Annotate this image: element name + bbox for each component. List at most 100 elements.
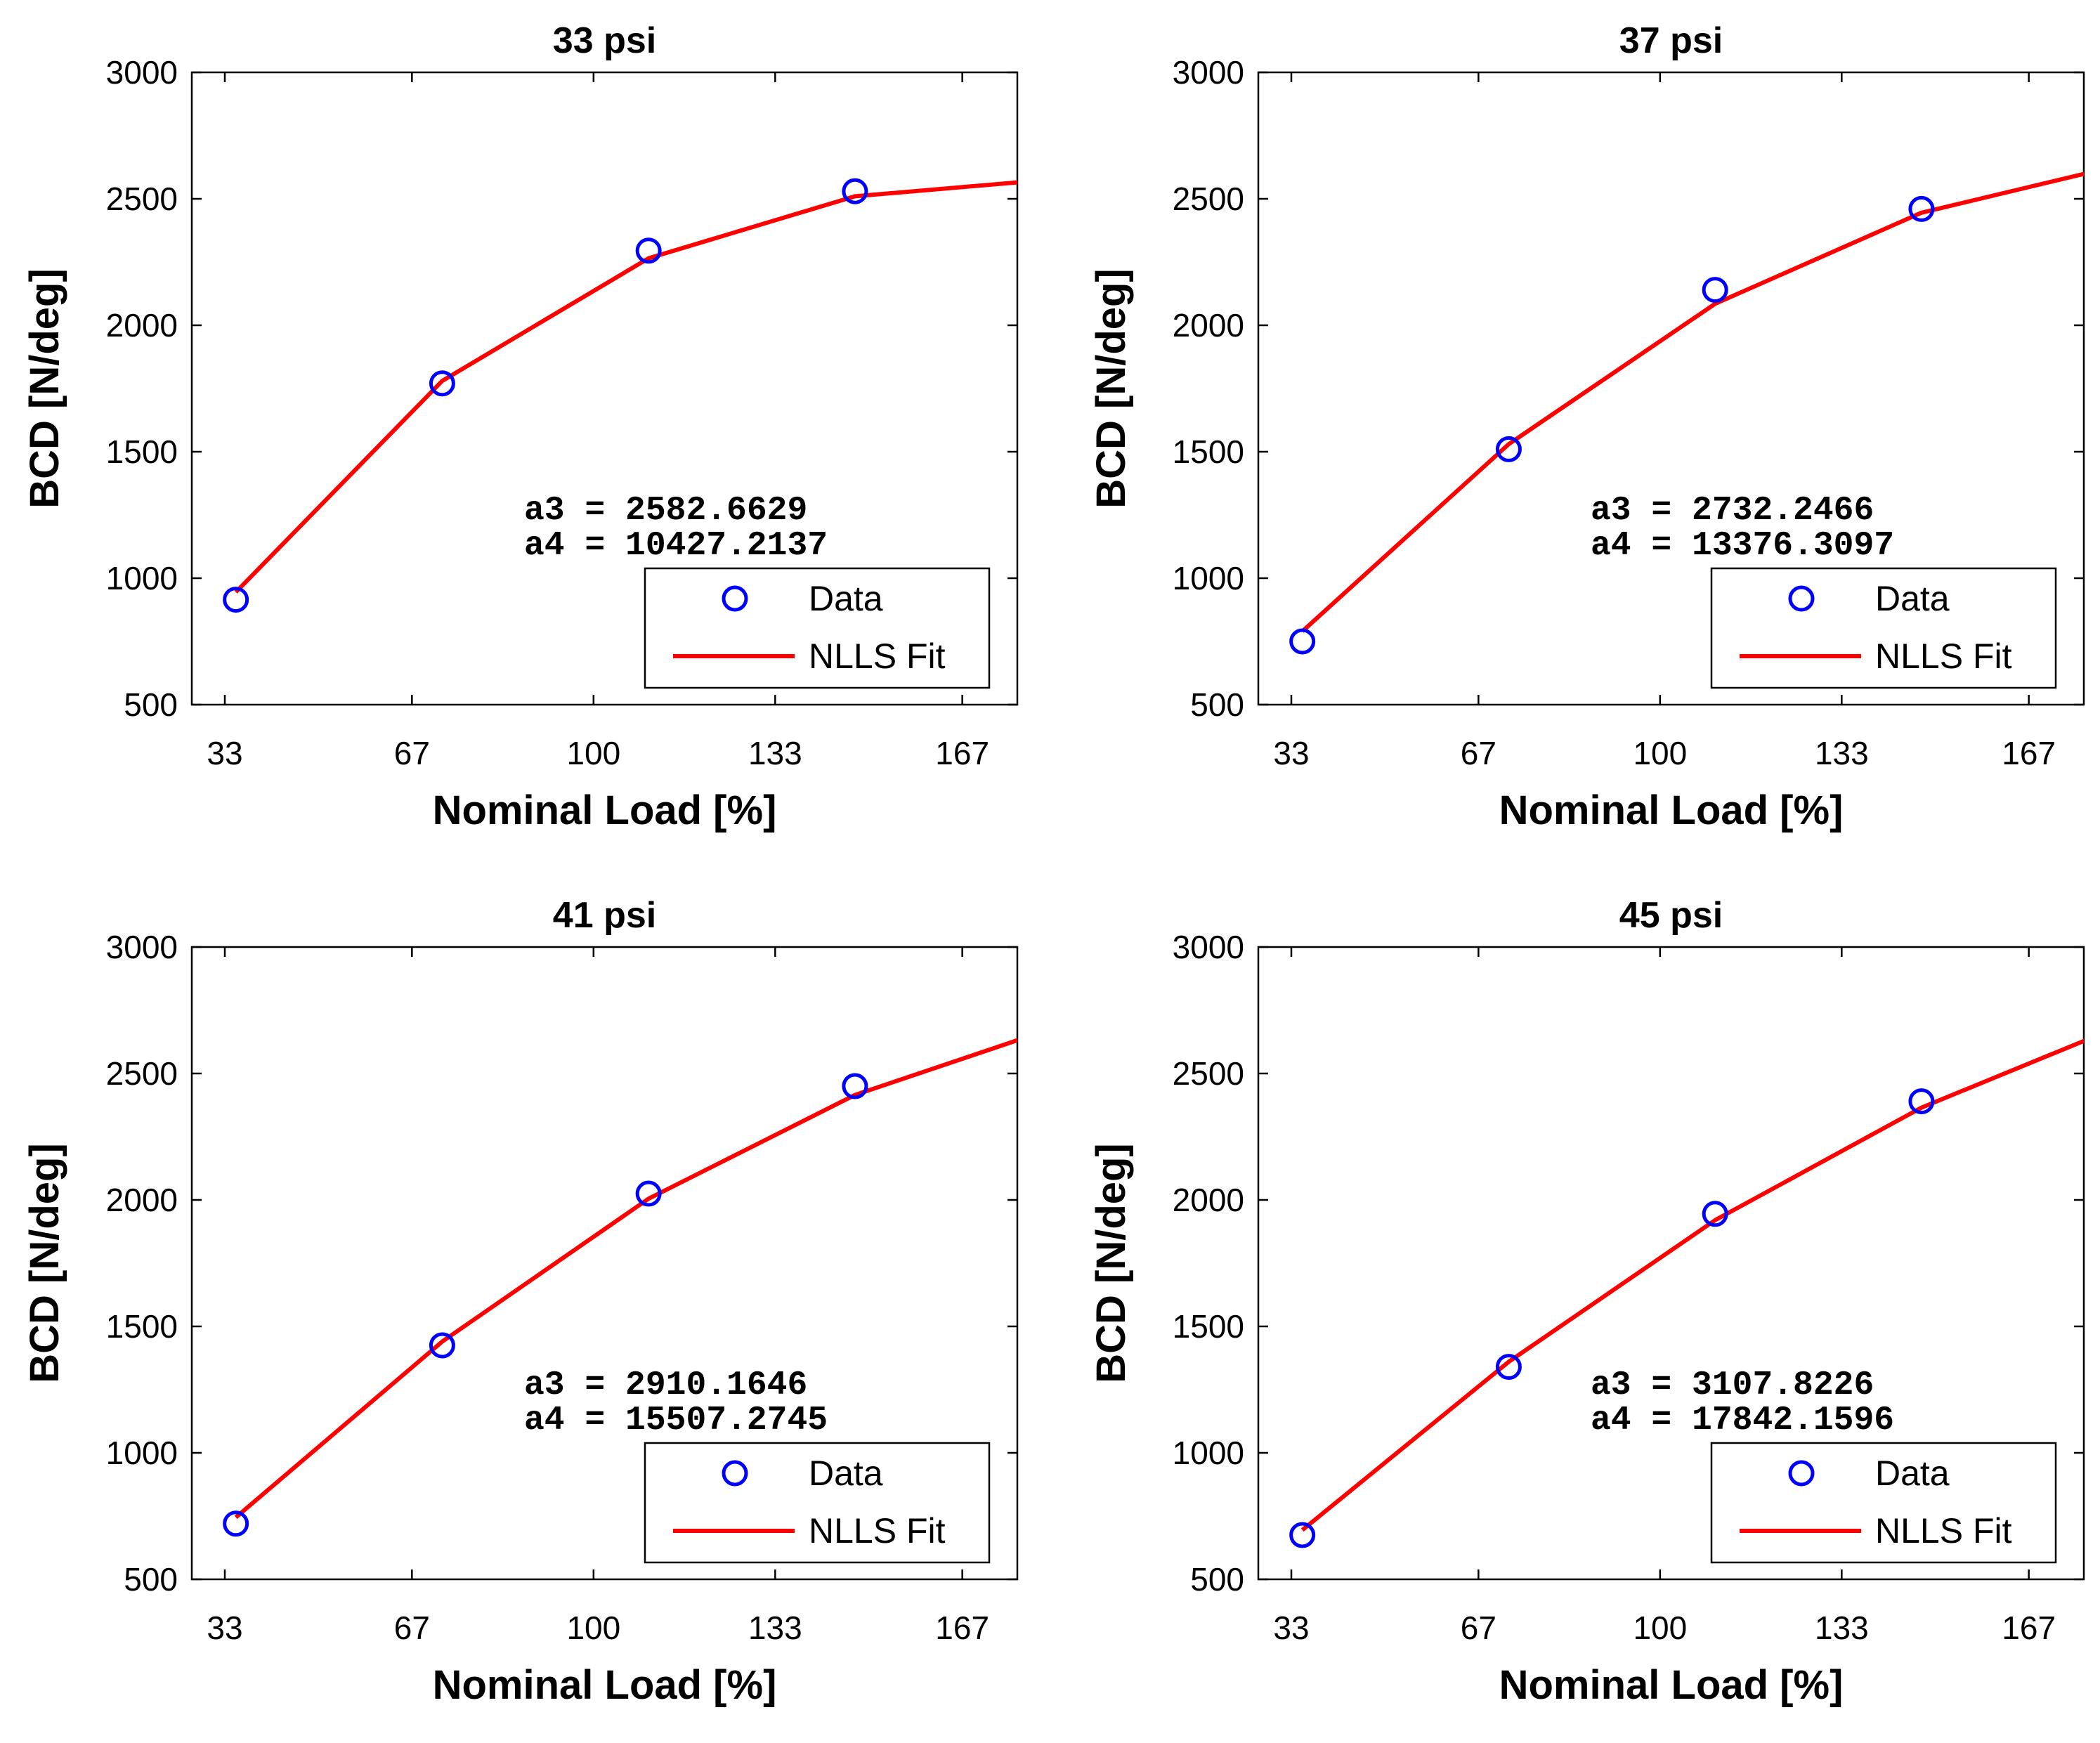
x-tick-label: 167 bbox=[2002, 735, 2056, 771]
annotation-a4: a4 = 10427.2137 bbox=[524, 527, 828, 565]
chart-panel-4: 45 psi 500 1000 1500 2000 2500 3000 33 67 100 133 1… bbox=[1088, 895, 2085, 1708]
data-point bbox=[635, 1180, 662, 1207]
fit-line bbox=[234, 1038, 1017, 1520]
y-tick-label: 2000 bbox=[106, 1182, 178, 1218]
data-point bbox=[635, 237, 662, 264]
y-tick-label: 3000 bbox=[106, 54, 178, 91]
legend-box bbox=[1710, 1442, 2057, 1564]
legend-label-data: Data bbox=[809, 1454, 883, 1493]
legend: Data NLLS Fit bbox=[644, 567, 991, 689]
x-tick-label: 100 bbox=[566, 1610, 620, 1646]
y-tick-label: 500 bbox=[124, 1561, 178, 1598]
data-point bbox=[223, 1510, 249, 1537]
x-tick-label: 33 bbox=[207, 1610, 242, 1646]
legend-label-fit: NLLS Fit bbox=[809, 1511, 946, 1551]
y-tick-label: 1000 bbox=[1173, 1435, 1244, 1471]
annotation-a4: a4 = 17842.1596 bbox=[1591, 1402, 1894, 1440]
chart-panel-2: 37 psi 500 1000 1500 2000 2500 3000 33 67 100 133 1… bbox=[1088, 20, 2085, 833]
y-tick-label: 3000 bbox=[106, 929, 178, 965]
x-tick-label: 133 bbox=[748, 1610, 802, 1646]
fit-line bbox=[1300, 171, 2084, 633]
x-axis-label: Nominal Load [%] bbox=[433, 1662, 777, 1708]
y-tick-label: 1500 bbox=[106, 433, 178, 470]
chart-title: 33 psi bbox=[553, 20, 656, 61]
x-tick-label: 167 bbox=[935, 1610, 989, 1646]
y-tick-label: 3000 bbox=[1173, 54, 1244, 91]
axes-box bbox=[1257, 71, 2085, 706]
chart-title: 37 psi bbox=[1619, 20, 1723, 61]
legend: Data NLLS Fit bbox=[1710, 1442, 2057, 1564]
x-axis-label: Nominal Load [%] bbox=[1499, 1662, 1844, 1708]
data-point bbox=[1495, 436, 1522, 462]
x-tick-label: 100 bbox=[1633, 1610, 1687, 1646]
plot-area bbox=[1289, 171, 2084, 655]
x-axis-label: Nominal Load [%] bbox=[1499, 788, 1844, 833]
legend-label-fit: NLLS Fit bbox=[1875, 637, 2012, 676]
axes-box bbox=[190, 946, 1019, 1581]
annotation-a3: a3 = 2732.2466 bbox=[1591, 492, 1874, 530]
x-axis-label: Nominal Load [%] bbox=[433, 788, 777, 833]
annotation-a3: a3 = 3107.8226 bbox=[1591, 1366, 1874, 1404]
y-tick-label: 3000 bbox=[1173, 929, 1244, 965]
y-tick-label: 1500 bbox=[106, 1308, 178, 1345]
data-point bbox=[429, 1332, 455, 1359]
chart-title: 45 psi bbox=[1619, 895, 1723, 936]
data-point bbox=[1050, 174, 1073, 196]
x-tick-label: 33 bbox=[1273, 1610, 1309, 1646]
legend-label-data: Data bbox=[1875, 579, 1950, 618]
annotation-a4: a4 = 15507.2745 bbox=[524, 1402, 828, 1440]
data-point bbox=[1050, 1023, 1073, 1045]
annotation-a3: a3 = 2582.6629 bbox=[524, 492, 807, 530]
legend: Data NLLS Fit bbox=[1710, 567, 2057, 689]
x-tick-label: 33 bbox=[207, 735, 242, 771]
y-axis-label: BCD [N/deg] bbox=[1088, 1143, 1134, 1383]
x-tick-label: 33 bbox=[1273, 735, 1309, 771]
data-point bbox=[429, 370, 455, 397]
y-tick-label: 2000 bbox=[106, 307, 178, 344]
chart-title: 41 psi bbox=[553, 895, 656, 936]
legend-marker-data bbox=[1788, 585, 1815, 612]
x-tick-label: 67 bbox=[394, 735, 430, 771]
data-point bbox=[1289, 1522, 1316, 1548]
y-tick-label: 500 bbox=[124, 686, 178, 723]
legend-box bbox=[1710, 567, 2057, 689]
legend-label-data: Data bbox=[1875, 1454, 1950, 1493]
x-tick-label: 67 bbox=[394, 1610, 430, 1646]
y-tick-label: 1000 bbox=[1173, 560, 1244, 596]
plot-area bbox=[1289, 1038, 2084, 1548]
data-point bbox=[1702, 1201, 1728, 1227]
legend-label-data: Data bbox=[809, 579, 883, 618]
fit-line bbox=[1300, 1038, 2084, 1532]
y-tick-label: 2500 bbox=[1173, 181, 1244, 217]
y-tick-label: 2000 bbox=[1173, 307, 1244, 344]
y-tick-label: 2000 bbox=[1173, 1182, 1244, 1218]
y-axis-label: BCD [N/deg] bbox=[1088, 268, 1134, 509]
legend: Data NLLS Fit bbox=[644, 1442, 991, 1564]
axes-box bbox=[1257, 946, 2085, 1581]
y-tick-label: 1000 bbox=[106, 560, 178, 596]
y-tick-label: 500 bbox=[1190, 1561, 1244, 1598]
legend-box bbox=[644, 1442, 991, 1564]
x-tick-label: 133 bbox=[1815, 1610, 1869, 1646]
legend-marker-data bbox=[722, 1460, 748, 1487]
x-tick-label: 133 bbox=[1815, 735, 1869, 771]
x-tick-label: 133 bbox=[748, 735, 802, 771]
y-axis-label: BCD [N/deg] bbox=[22, 1143, 67, 1383]
data-point bbox=[1908, 195, 1935, 222]
y-tick-label: 1500 bbox=[1173, 1308, 1244, 1345]
x-tick-label: 67 bbox=[1461, 1610, 1496, 1646]
data-point bbox=[842, 1073, 868, 1099]
data-point bbox=[1702, 277, 1728, 303]
data-point bbox=[1495, 1354, 1522, 1380]
annotation-a4: a4 = 13376.3097 bbox=[1591, 527, 1894, 565]
x-tick-label: 67 bbox=[1461, 735, 1496, 771]
x-tick-label: 100 bbox=[1633, 735, 1687, 771]
y-tick-label: 2500 bbox=[1173, 1055, 1244, 1092]
plot-area bbox=[223, 1023, 1073, 1537]
legend-marker-data bbox=[722, 585, 748, 612]
data-point bbox=[223, 587, 249, 613]
chart-panel-1: 33 psi 500 1000 1500 2000 2500 3000 33 67 100 133 1… bbox=[22, 20, 1073, 833]
axes-box bbox=[190, 71, 1019, 706]
legend-marker-data bbox=[1788, 1460, 1815, 1487]
chart-panel-3: 41 psi 500 1000 1500 2000 2500 3000 33 67 100 133 1… bbox=[22, 895, 1073, 1708]
